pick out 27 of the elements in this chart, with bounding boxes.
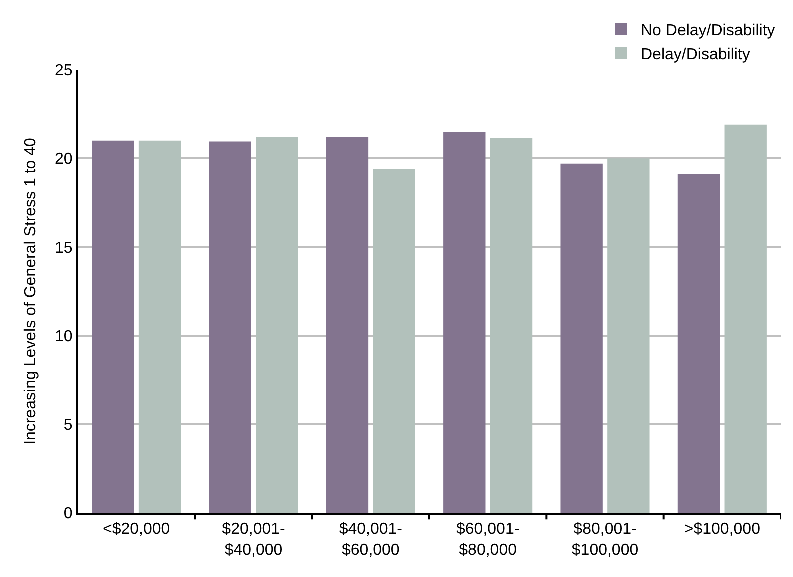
legend-label: Delay/Disability [641,46,750,64]
bar [256,137,298,513]
y-tick-label: 0 [64,506,73,523]
y-tick-label: 5 [64,417,73,434]
bar [724,124,767,513]
bar [326,137,369,513]
y-tick-label: 20 [55,151,73,168]
y-tick-label: 10 [55,328,73,346]
bar [444,132,486,513]
y-tick-label: 15 [55,240,73,257]
bar [678,174,720,513]
x-tick-label: $20,001- $40,000 [222,521,286,559]
bar [490,138,533,513]
bar [209,142,252,513]
x-tick-label: $40,001- $60,000 [339,521,403,559]
legend-label: No Delay/Disability [641,22,776,40]
bar [608,158,650,513]
x-tick-label: $80,001- $100,000 [572,521,639,559]
bar [560,164,603,513]
x-tick-label: $60,001- $80,000 [456,521,520,559]
bar [138,140,182,513]
bar [373,169,416,513]
bar [92,140,134,513]
x-tick-label: <$20,000 [102,521,170,538]
y-axis-title: Increasing Levels of General Stress 1 to 40 [22,138,40,445]
x-tick-label: >$100,000 [684,521,761,538]
y-tick-label: 25 [55,62,73,80]
